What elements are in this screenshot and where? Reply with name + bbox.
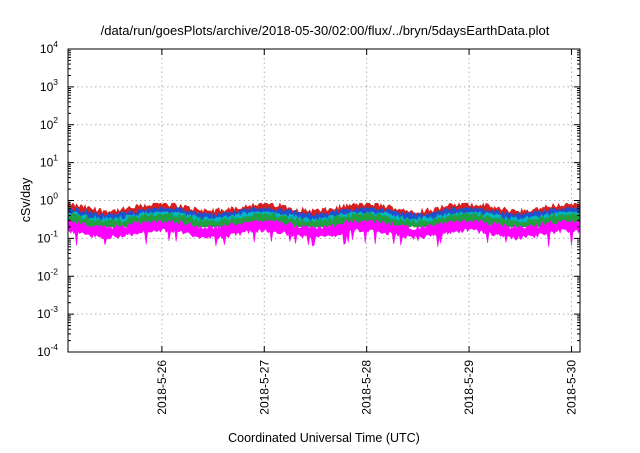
y-tick-label: 10-1 (37, 228, 58, 245)
y-tick-label: 10-2 (37, 266, 58, 283)
y-tick-label: 103 (40, 77, 58, 94)
y-tick-label: 10-4 (37, 342, 58, 359)
y-tick-label: 100 (40, 191, 58, 208)
grid-lines (68, 49, 580, 352)
y-axis-label: cSv/day (19, 177, 33, 222)
y-tick-label: 102 (40, 115, 58, 132)
chart-title: /data/run/goesPlots/archive/2018-05-30/0… (101, 23, 550, 38)
x-tick-label: 2018-5-27 (257, 360, 271, 415)
x-axis: 2018-5-26 2018-5-27 2018-5-28 2018-5-29 2018… (155, 49, 578, 415)
x-tick-label: 2018-5-26 (155, 360, 169, 415)
series-layer (67, 202, 581, 248)
y-tick-label: 104 (40, 39, 58, 56)
x-axis-label: Coordinated Universal Time (UTC) (228, 431, 420, 445)
y-tick-label: 101 (40, 153, 58, 170)
x-tick-label: 2018-5-29 (462, 360, 476, 415)
y-tick-label: 10-3 (37, 304, 58, 321)
x-tick-label: 2018-5-30 (564, 360, 578, 415)
y-axis: 10-4 10-3 10-2 10-1 100 101 102 103 104 (37, 39, 580, 359)
x-tick-label: 2018-5-28 (360, 360, 374, 415)
